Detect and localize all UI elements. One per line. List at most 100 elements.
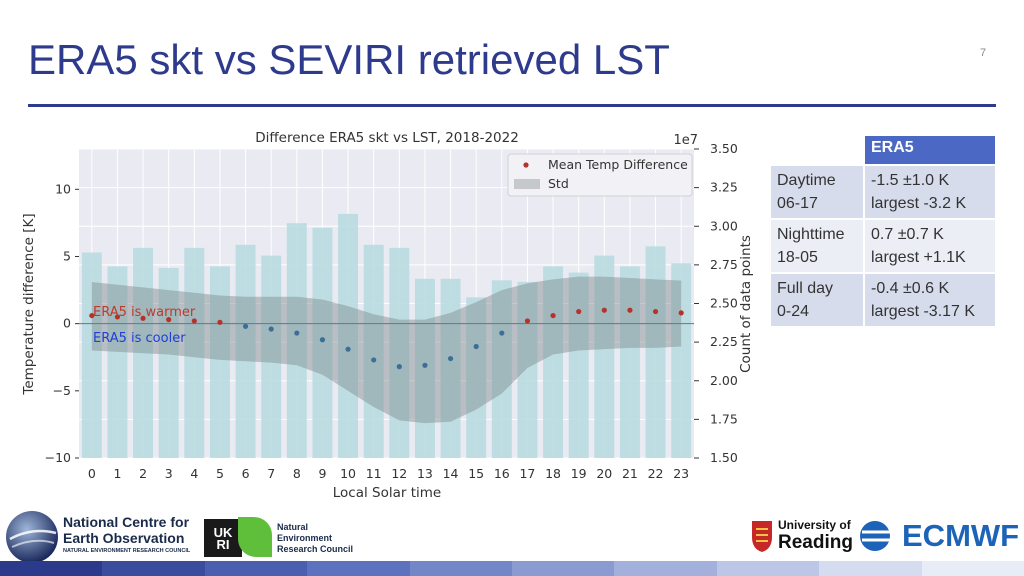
- bottom-band-segment: [512, 561, 615, 576]
- std-band: [91, 276, 682, 424]
- mean-point: [268, 326, 274, 332]
- row-label: Nighttime 18-05: [771, 220, 863, 272]
- mean-point: [114, 314, 121, 320]
- mean-point: [652, 308, 659, 315]
- count-bar: [235, 244, 256, 458]
- mean-point: [242, 323, 249, 329]
- x-tick-label: 19: [571, 466, 587, 481]
- mean-point: [550, 312, 556, 319]
- x-tick-label: 8: [293, 466, 301, 481]
- mean-point: [396, 364, 402, 370]
- x-tick-label: 9: [318, 466, 326, 481]
- x-tick-label: 23: [673, 466, 689, 481]
- mean-point: [319, 337, 326, 343]
- y-tick-label: −10: [45, 450, 71, 465]
- count-bar: [517, 281, 538, 458]
- y2-tick-label: 2.00: [710, 373, 738, 388]
- y2-tick-label: 1.50: [710, 450, 738, 465]
- legend-box: [507, 153, 693, 197]
- count-bar: [107, 266, 128, 458]
- count-bar: [363, 244, 384, 458]
- x-tick-label: 17: [519, 466, 535, 481]
- count-bar: [158, 267, 179, 458]
- mean-point: [422, 362, 428, 368]
- bottom-color-band: [0, 561, 1024, 576]
- y2-tick-label: 2.50: [710, 296, 738, 311]
- x-tick-label: 14: [443, 466, 459, 481]
- count-bar: [312, 227, 333, 458]
- mean-point: [499, 330, 505, 336]
- x-tick-label: 18: [545, 466, 561, 481]
- annotation-warmer: ERA5 is warmer: [93, 305, 196, 320]
- y-tick-label: 0: [63, 316, 71, 331]
- count-bar: [338, 213, 359, 458]
- x-tick-label: 22: [648, 466, 664, 481]
- mean-point: [217, 319, 223, 325]
- y-axis-label: Temperature difference [K]: [21, 213, 37, 395]
- x-tick-label: 0: [88, 466, 96, 481]
- x-tick-label: 21: [622, 466, 638, 481]
- bottom-band-segment: [921, 561, 1024, 576]
- x-tick-label: 20: [596, 466, 612, 481]
- y2-tick-label: 3.00: [710, 218, 738, 233]
- x-tick-label: 11: [366, 466, 382, 481]
- count-bar: [671, 263, 692, 458]
- count-bar: [543, 266, 564, 458]
- x-tick-label: 15: [468, 466, 484, 481]
- bottom-band-segment: [716, 561, 820, 576]
- x-tick-label: 12: [391, 466, 407, 481]
- legend: Mean Temp Difference Std: [507, 153, 693, 197]
- x-tick-label: 13: [417, 466, 433, 481]
- y2-axis-label: Count of data points: [738, 235, 754, 373]
- mean-point: [473, 343, 479, 350]
- mean-point: [294, 330, 300, 336]
- nerc-name-line3: Research Council: [277, 544, 354, 554]
- count-bar: [466, 297, 487, 458]
- y2-tick-label: 2.25: [710, 334, 738, 349]
- x-axis-label: Local Solar time: [333, 485, 441, 501]
- title-divider: [28, 104, 996, 107]
- x-tick-label: 16: [494, 466, 510, 481]
- y-tick-label: 5: [63, 248, 71, 263]
- table-header-blank: [771, 136, 863, 164]
- reading-name-line1: University of: [778, 518, 851, 532]
- row-label: Daytime 06-17: [771, 166, 863, 218]
- chart: −10−505101.501.752.002.252.502.753.003.2…: [21, 130, 754, 501]
- axes-layer: −10−505101.501.752.002.252.502.753.003.2…: [45, 141, 738, 481]
- reading-crest-icon: [752, 521, 772, 552]
- y2-tick-label: 3.50: [710, 141, 738, 156]
- mean-point: [166, 317, 172, 323]
- count-bar: [619, 266, 640, 458]
- x-tick-label: 1: [113, 466, 121, 481]
- nerc-leaf-icon: [238, 517, 272, 557]
- annotation-cooler: ERA5 is cooler: [93, 331, 186, 346]
- bottom-band-segment: [204, 561, 308, 576]
- bottom-band-segment: [819, 561, 922, 576]
- count-bar: [389, 247, 410, 458]
- mean-point: [89, 312, 95, 319]
- count-bar: [209, 266, 230, 458]
- footer-logos: National Centre for Earth Observation NA…: [0, 505, 1024, 576]
- mean-point: [447, 355, 454, 362]
- nceo-name-line3: NATURAL ENVIRONMENT RESEARCH COUNCIL: [63, 548, 191, 554]
- nceo-name-line2: Earth Observation: [63, 530, 185, 546]
- y2-tick-label: 2.75: [710, 257, 738, 272]
- count-bar: [645, 246, 666, 458]
- reading-name-line2: Reading: [778, 532, 853, 553]
- mean-point: [524, 318, 531, 324]
- ukri-logo-text: UK RI: [213, 525, 233, 552]
- bottom-band-segment: [0, 561, 103, 576]
- x-tick-label: 2: [139, 466, 147, 481]
- x-tick-label: 3: [165, 466, 173, 481]
- count-bar: [81, 252, 102, 458]
- y2-tick-label: 1.75: [710, 411, 738, 426]
- bottom-band-segment: [409, 561, 513, 576]
- legend-label-std: Std: [548, 176, 569, 191]
